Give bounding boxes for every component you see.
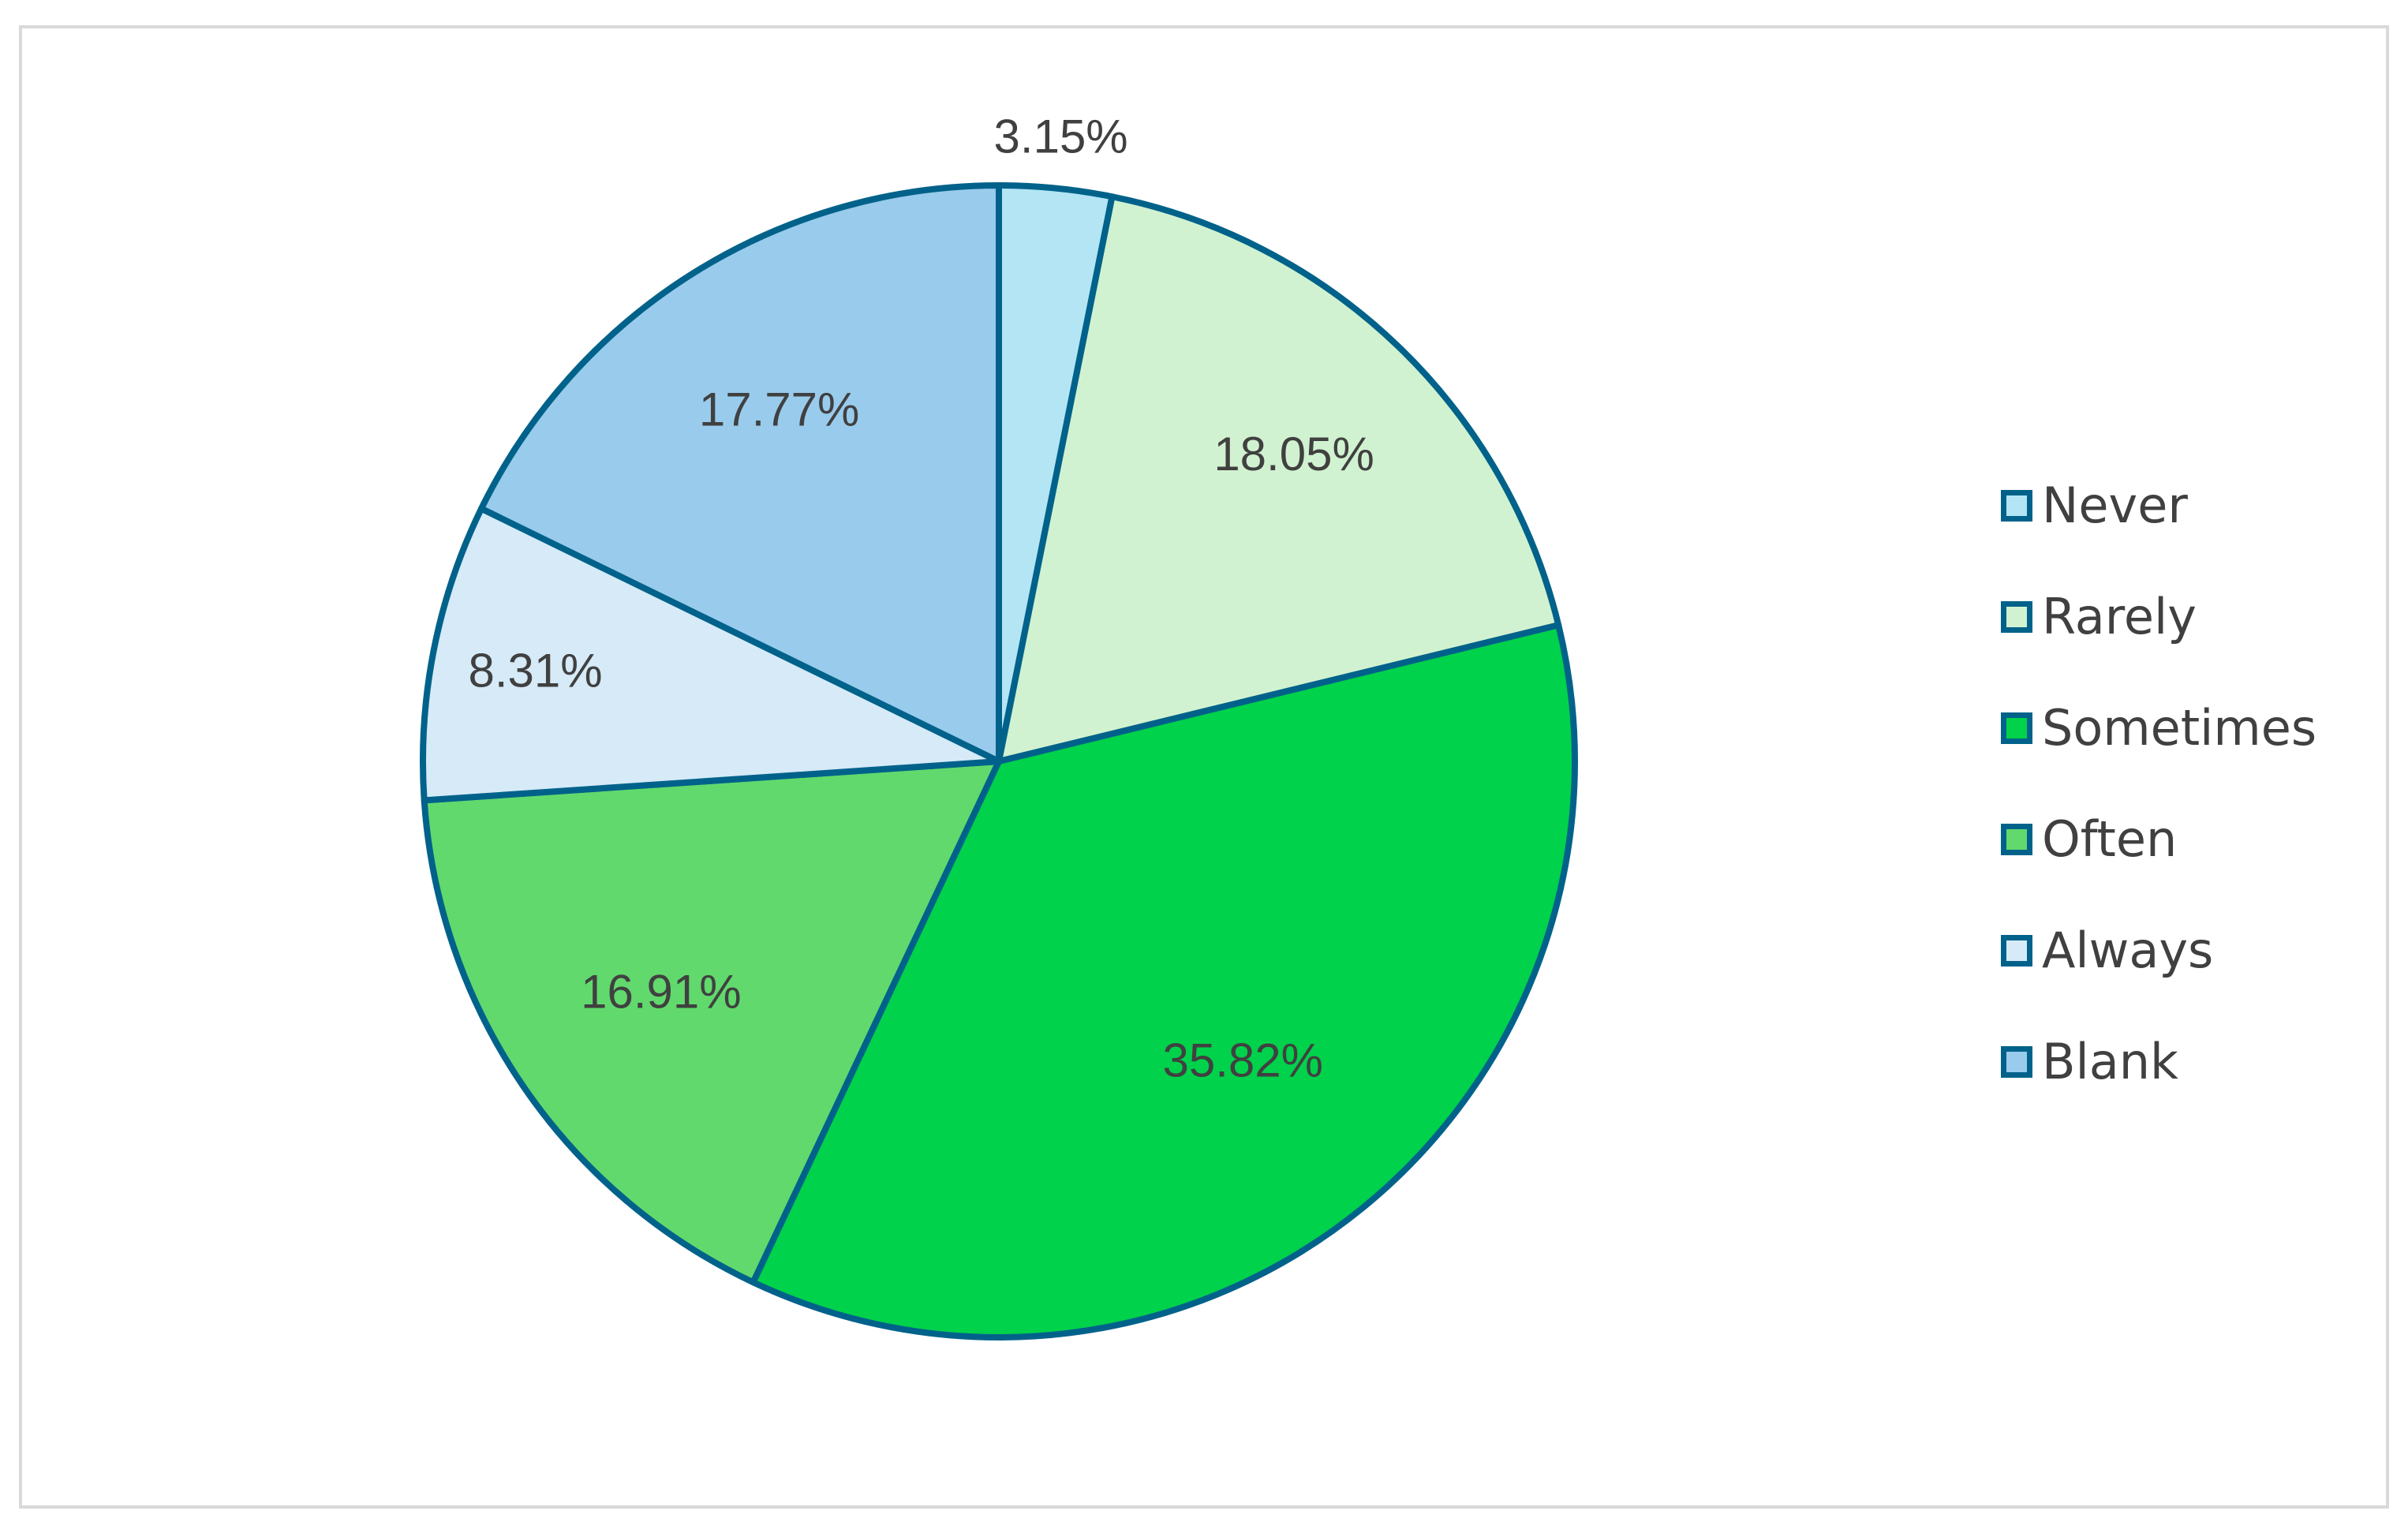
legend-item-never: Never xyxy=(2001,450,2380,561)
legend-label: Sometimes xyxy=(2042,698,2317,757)
legend-item-rarely: Rarely xyxy=(2001,561,2380,672)
legend-swatch xyxy=(2001,712,2032,744)
legend-item-always: Always xyxy=(2001,895,2380,1006)
data-labels: 3.15% 18.05% 35.82% 16.91% 8.31% 17.77% xyxy=(468,110,1374,1087)
pie-slice-blank xyxy=(478,182,1002,765)
legend-swatch xyxy=(2001,934,2032,967)
legend-swatch xyxy=(2001,489,2032,522)
legend-label: Often xyxy=(2042,809,2178,868)
pie-slice-often xyxy=(421,758,1002,1286)
legend: Never Rarely Sometimes Often Always Blank xyxy=(2001,450,2380,1117)
legend-item-blank: Blank xyxy=(2001,1006,2380,1117)
pie-slice-always xyxy=(420,505,1002,804)
data-label-often: 16.91% xyxy=(581,966,742,1019)
legend-item-sometimes: Sometimes xyxy=(2001,672,2380,783)
pie-slices xyxy=(420,182,1578,1340)
legend-item-often: Often xyxy=(2001,783,2380,895)
legend-label: Blank xyxy=(2042,1032,2178,1090)
data-label-never: 3.15% xyxy=(994,110,1128,163)
legend-swatch xyxy=(2001,823,2032,855)
data-label-sometimes: 35.82% xyxy=(1162,1034,1323,1086)
legend-label: Never xyxy=(2042,476,2188,534)
pie-slice-rarely xyxy=(996,193,1562,765)
data-label-always: 8.31% xyxy=(468,644,602,697)
data-label-rarely: 18.05% xyxy=(1213,428,1374,480)
legend-swatch xyxy=(2001,1045,2032,1078)
data-label-blank: 17.77% xyxy=(699,383,860,436)
legend-swatch xyxy=(2001,600,2032,633)
legend-label: Rarely xyxy=(2042,587,2197,645)
legend-label: Always xyxy=(2042,921,2214,979)
pie-slice-sometimes xyxy=(750,622,1578,1340)
